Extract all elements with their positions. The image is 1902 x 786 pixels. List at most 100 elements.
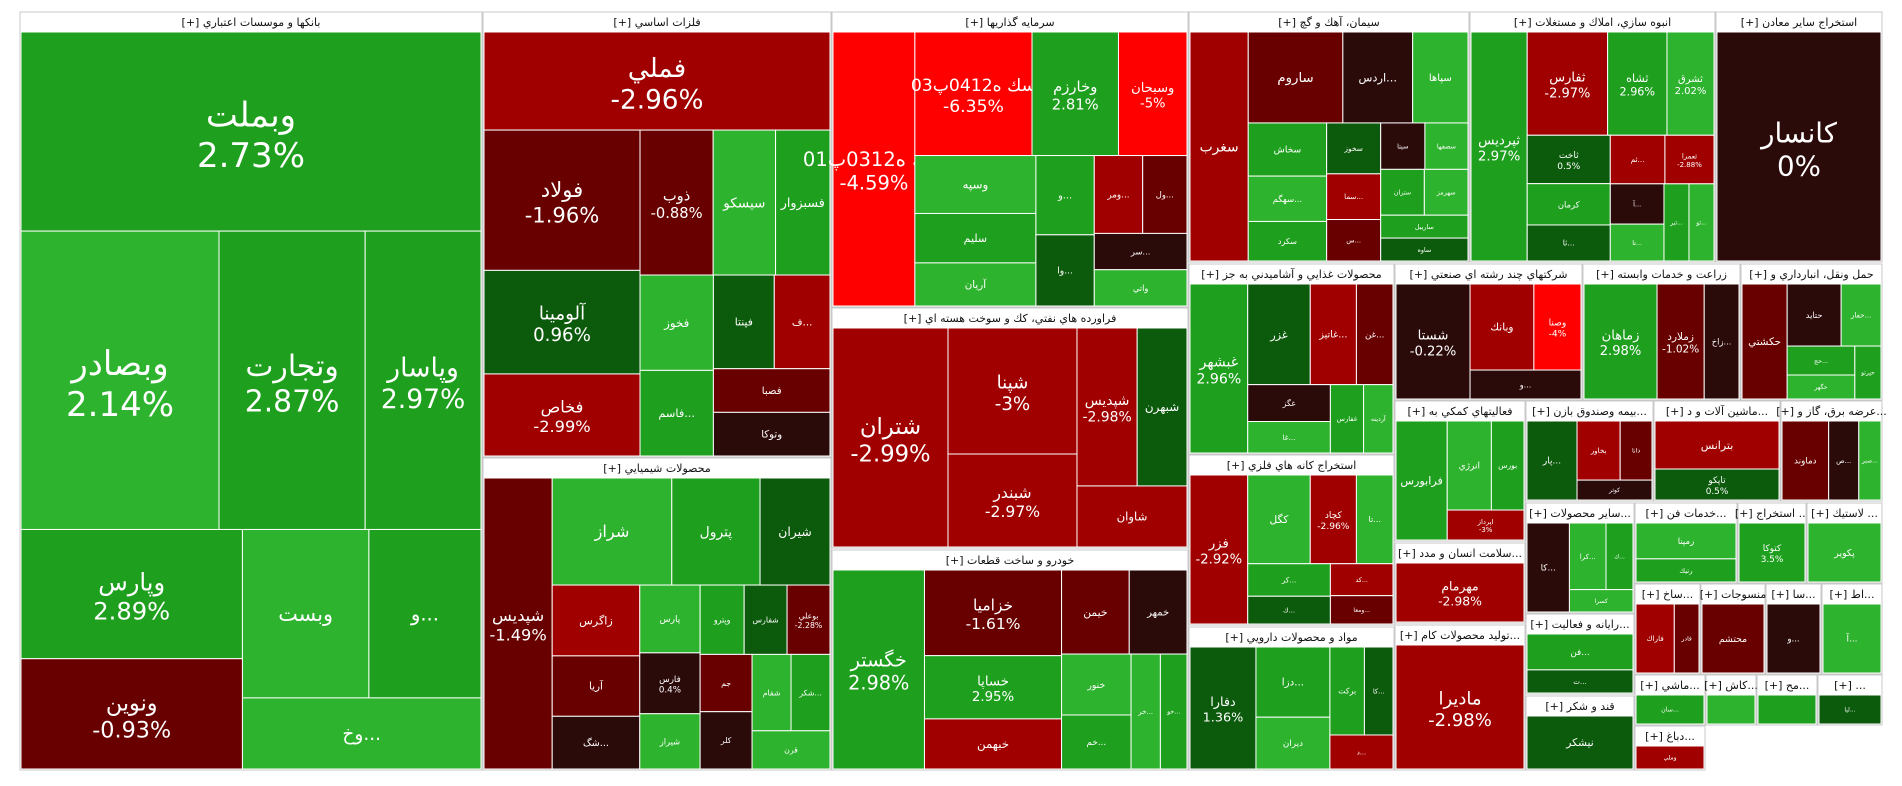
stock-tile[interactable] [832, 327, 949, 548]
stock-tile[interactable] [1076, 327, 1138, 487]
stock-tile[interactable] [1395, 283, 1471, 400]
sector-25[interactable]: ...رايانه و فعاليت [+] ...فن ...ت [1525, 613, 1635, 695]
sector-33[interactable]: ...مح [+] [1756, 674, 1818, 726]
sector-1[interactable]: فلزات اساسي [+] فملي-2.96% فولاد-1.96% آلوم… [482, 11, 832, 458]
stock-tile[interactable] [1329, 384, 1365, 454]
stock-tile[interactable] [1701, 603, 1765, 674]
stock-tile[interactable] [1363, 384, 1394, 454]
sector-31[interactable]: ...ماشي [+] ...سان [1634, 674, 1706, 726]
sector-title[interactable]: فلزات اساسي [+] [613, 16, 700, 29]
stock-tile[interactable] [1247, 122, 1328, 177]
stock-tile[interactable] [1526, 224, 1611, 262]
stock-tile[interactable] [1329, 595, 1394, 625]
stock-tile[interactable] [1741, 283, 1788, 400]
stock-tile[interactable] [1380, 168, 1425, 216]
sector-title[interactable]: ...مح [+] [1765, 679, 1810, 692]
sector-16[interactable]: ...سلامت انسان و مدد [+] مهرمام-2.98% [1394, 542, 1526, 624]
stock-tile[interactable] [639, 274, 714, 371]
sector-title[interactable]: ...توليد محصولات كام [+] [1400, 629, 1520, 642]
stock-tile[interactable] [1423, 168, 1469, 216]
sector-13[interactable]: استخراج كانه هاي فلزي [+] فزر-2.92% كگل كچا… [1188, 454, 1395, 626]
stock-tile[interactable] [1247, 220, 1328, 262]
stock-tile[interactable] [1664, 134, 1715, 185]
stock-tile[interactable] [1526, 420, 1578, 501]
stock-tile[interactable] [1583, 283, 1658, 400]
stock-tile[interactable] [923, 569, 1063, 657]
sector-title[interactable]: ...عرضه برق، گاز و [+] [1776, 405, 1887, 418]
stock-tile[interactable] [1654, 468, 1780, 501]
stock-tile[interactable] [1469, 369, 1582, 400]
sector-32[interactable]: ...كاش [+] [1704, 674, 1758, 726]
stock-tile[interactable] [790, 653, 831, 732]
stock-tile[interactable] [1656, 283, 1705, 400]
sector-title[interactable]: استخراج كانه هاي فلزي [+] [1227, 459, 1357, 472]
stock-tile[interactable] [1605, 522, 1634, 591]
stock-tile[interactable] [551, 584, 641, 657]
stock-tile[interactable] [1635, 522, 1737, 560]
stock-tile[interactable] [1576, 420, 1621, 481]
stock-tile[interactable] [1673, 603, 1700, 674]
sector-title[interactable]: محصولات غذايي و آشاميدني به جز [+] [1201, 267, 1382, 281]
sector-title[interactable]: سرمايه گذاريها [+] [965, 16, 1054, 29]
sector-title[interactable]: ...كاش [+] [1704, 679, 1758, 692]
stock-tile[interactable] [914, 31, 1033, 157]
stock-tile[interactable] [1828, 420, 1860, 501]
stock-tile[interactable] [1526, 134, 1611, 185]
sector-title[interactable]: مواد و محصولات دارويي [+] [1225, 631, 1357, 644]
sector-title[interactable]: ...ماشي [+] [1640, 679, 1699, 692]
stock-tile[interactable] [1738, 522, 1806, 583]
stock-tile[interactable] [699, 711, 753, 770]
stock-tile[interactable] [1470, 31, 1528, 262]
stock-tile[interactable] [20, 31, 482, 232]
stock-tile[interactable] [1766, 603, 1821, 674]
stock-tile[interactable] [1326, 173, 1382, 221]
stock-tile[interactable] [20, 658, 243, 770]
sector-30[interactable]: ...اط [+] ...آ [1821, 583, 1883, 675]
stock-tile[interactable] [639, 129, 714, 276]
sector-title[interactable]: ... استخراج [+] [1735, 507, 1809, 520]
stock-tile[interactable] [483, 31, 831, 131]
stock-tile[interactable] [751, 653, 792, 732]
stock-tile[interactable] [1061, 569, 1130, 655]
stock-tile[interactable] [483, 477, 553, 770]
stock-tile[interactable] [1412, 31, 1469, 124]
stock-tile[interactable] [1395, 644, 1525, 770]
sector-title[interactable]: ...سا [+] [1771, 588, 1815, 601]
stock-tile[interactable] [751, 730, 831, 770]
sector-22[interactable]: ...خدمات فن [+] رمپنا رتيك [1634, 502, 1738, 584]
stock-tile[interactable] [1526, 31, 1609, 136]
stock-tile[interactable] [1395, 562, 1525, 623]
sector-title[interactable]: زراعت و خدمات وابسته [+] [1596, 268, 1727, 281]
stock-tile[interactable] [1716, 31, 1882, 262]
stock-tile[interactable] [1609, 223, 1665, 262]
stock-tile[interactable] [1858, 420, 1882, 501]
sector-20[interactable]: ...عرضه برق، گاز و [+] دماوند ...ص ...صبر [1776, 400, 1887, 502]
sector-18[interactable]: ...بيمه وصندوق بازن [+] ...پار بخاور دانا كو… [1525, 400, 1654, 502]
sector-title[interactable]: محصولات شيميايي [+] [603, 462, 711, 475]
sector-24[interactable]: ... لاستيك [+] پكوير [1806, 502, 1883, 584]
stock-tile[interactable] [1576, 479, 1653, 501]
stock-tile[interactable] [1035, 155, 1095, 236]
sector-title[interactable]: فعاليتهاي كمكي به [+] [1407, 405, 1512, 418]
stock-tile[interactable] [1329, 646, 1365, 736]
sector-title[interactable]: قند و شكر [+] [1545, 700, 1614, 713]
stock-tile[interactable] [218, 230, 366, 530]
stock-tile[interactable] [1533, 283, 1582, 371]
stock-tile[interactable] [914, 262, 1037, 307]
sector-title[interactable]: ...دباغ [+] [1645, 730, 1695, 743]
stock-tile[interactable] [551, 715, 641, 770]
sector-9[interactable]: محصولات غذايي و آشاميدني به جز [+] غبشهر2… [1188, 263, 1395, 455]
stock-tile[interactable] [1247, 384, 1331, 423]
stock-tile[interactable] [1247, 563, 1331, 597]
stock-tile[interactable] [1786, 345, 1856, 376]
stock-tile[interactable] [1117, 31, 1188, 157]
stock-tile[interactable] [639, 369, 714, 457]
stock-tile[interactable] [1159, 653, 1188, 770]
sector-title[interactable]: ...سلامت انسان و مدد [+] [1398, 547, 1522, 560]
sector-3[interactable]: سيمان، آهك و گچ [+] سغرب ساروم ...اردس سپاها… [1188, 11, 1470, 263]
stock-tile[interactable] [1189, 646, 1257, 770]
stock-tile[interactable] [832, 569, 925, 770]
